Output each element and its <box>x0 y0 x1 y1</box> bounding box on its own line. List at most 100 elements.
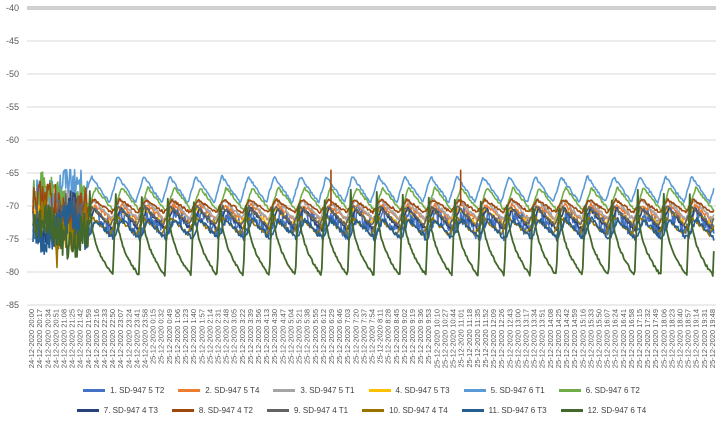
legend-label: 5. SD-947 6 T1 <box>490 386 545 395</box>
x-tick-label: 25-12-2020 7:20 <box>351 309 360 364</box>
x-tick-label: 25-12-2020 17:49 <box>651 309 660 368</box>
legend-item: 10. SD-947 4 T4 <box>362 406 448 415</box>
legend-row-2: 7. SD-947 4 T3 8. SD-947 4 T2 9. SD-947 4 … <box>0 406 723 415</box>
legend-item: 2. SD-947 5 T4 <box>178 386 259 395</box>
x-tick-label: 25-12-2020 19:31 <box>700 309 709 368</box>
x-tick-label: 24-12-2020 21:42 <box>76 309 85 368</box>
x-tick-label: 24-12-2020 22:16 <box>92 309 101 368</box>
x-tick-label: 25-12-2020 7:54 <box>368 309 377 364</box>
legend-label: 1. SD-947 5 T2 <box>110 386 165 395</box>
x-tick-label: 24-12-2020 23:41 <box>132 309 141 368</box>
legend-item: 5. SD-947 6 T1 <box>463 386 545 395</box>
legend-label: 4. SD-947 5 T3 <box>395 386 450 395</box>
x-tick-label: 25-12-2020 15:50 <box>594 309 603 368</box>
x-tick-label: 24-12-2020 21:59 <box>84 309 93 368</box>
series-line <box>32 192 715 237</box>
x-tick-label: 25-12-2020 6:12 <box>319 309 328 364</box>
x-tick-label: 25-12-2020 3:22 <box>238 309 247 364</box>
x-tick-label: 25-12-2020 11:35 <box>473 309 482 368</box>
y-axis-ticks: -40 -45 -50 -55 -60 -65 -70 -75 -80 -85 <box>6 3 19 310</box>
series-line <box>32 180 715 234</box>
x-tick-label: 25-12-2020 11:52 <box>481 309 490 368</box>
series-line <box>32 190 715 248</box>
x-tick-label: 25-12-2020 9:19 <box>408 309 417 364</box>
y-tick-label: -45 <box>6 36 19 46</box>
legend-item: 7. SD-947 4 T3 <box>76 406 158 415</box>
line-chart: -40 -45 -50 -55 -60 -65 -70 -75 -80 -85 24-12-202… <box>6 3 717 368</box>
plot-area <box>32 168 715 277</box>
x-tick-label: 25-12-2020 11:01 <box>457 309 466 368</box>
legend-swatch <box>560 409 583 412</box>
x-tick-label: 25-12-2020 16:58 <box>627 309 636 368</box>
x-tick-label: 24-12-2020 22:50 <box>108 309 117 368</box>
x-tick-label: 25-12-2020 11:18 <box>465 309 474 368</box>
x-tick-label: 25-12-2020 14:59 <box>570 309 579 368</box>
legend-item: 8. SD-947 4 T2 <box>171 406 253 415</box>
x-tick-label: 25-12-2020 0:15 <box>149 309 158 364</box>
x-tick-label: 25-12-2020 1:06 <box>173 309 182 364</box>
x-tick-label: 25-12-2020 2:14 <box>205 309 214 364</box>
x-tick-label: 25-12-2020 5:55 <box>311 309 320 364</box>
y-tick-label: -85 <box>6 300 19 310</box>
x-tick-label: 25-12-2020 14:42 <box>562 309 571 368</box>
x-tick-label: 25-12-2020 10:27 <box>440 309 449 368</box>
series-line <box>32 188 715 277</box>
y-tick-label: -65 <box>6 168 19 178</box>
x-tick-label: 24-12-2020 21:08 <box>59 309 68 368</box>
x-tick-label: 25-12-2020 7:03 <box>343 309 352 364</box>
x-tick-label: 25-12-2020 6:46 <box>335 309 344 364</box>
x-tick-label: 25-12-2020 14:08 <box>546 309 555 368</box>
x-tick-label: 24-12-2020 23:58 <box>141 309 150 368</box>
x-tick-label: 24-12-2020 20:51 <box>51 309 60 368</box>
x-tick-label: 25-12-2020 9:36 <box>416 309 425 364</box>
legend-item: 9. SD-947 4 T1 <box>267 406 348 415</box>
x-tick-label: 25-12-2020 19:48 <box>708 309 717 368</box>
y-tick-label: -55 <box>6 102 19 112</box>
legend-item: 11. SD-947 6 T3 <box>461 406 547 415</box>
legend-item: 3. SD-947 5 T1 <box>273 386 355 395</box>
x-tick-label: 25-12-2020 0:49 <box>165 309 174 364</box>
x-tick-label: 25-12-2020 17:32 <box>643 309 652 368</box>
series-line <box>32 186 715 235</box>
legend-label: 10. SD-947 4 T4 <box>389 406 448 415</box>
x-tick-label: 25-12-2020 6:29 <box>327 309 336 364</box>
x-tick-label: 24-12-2020 21:25 <box>68 309 77 368</box>
legend-label: 2. SD-947 5 T4 <box>205 386 260 395</box>
x-tick-label: 25-12-2020 4:30 <box>270 309 279 364</box>
y-tick-label: -70 <box>6 201 19 211</box>
legend-item: 6. SD-947 6 T2 <box>558 386 640 395</box>
x-tick-label: 25-12-2020 13:17 <box>522 309 531 368</box>
x-tick-label: 24-12-2020 22:33 <box>100 309 109 368</box>
y-tick-label: -40 <box>6 3 19 13</box>
x-tick-label: 25-12-2020 1:57 <box>197 309 206 364</box>
x-tick-label: 25-12-2020 7:37 <box>359 309 368 364</box>
legend-item: 4. SD-947 5 T3 <box>368 386 450 395</box>
x-tick-label: 25-12-2020 12:26 <box>497 309 506 368</box>
x-tick-label: 25-12-2020 14:25 <box>554 309 563 368</box>
legend-swatch <box>558 389 581 392</box>
x-tick-label: 25-12-2020 15:16 <box>578 309 587 368</box>
x-tick-label: 24-12-2020 23:07 <box>116 309 125 368</box>
x-tick-label: 25-12-2020 10:44 <box>449 309 458 368</box>
x-tick-label: 25-12-2020 3:39 <box>246 309 255 364</box>
y-tick-label: -80 <box>6 267 19 277</box>
x-tick-label: 25-12-2020 12:43 <box>505 309 514 368</box>
legend-label: 12. SD-947 6 T4 <box>587 406 647 415</box>
x-tick-label: 25-12-2020 12:09 <box>489 309 498 368</box>
legend-swatch <box>362 409 385 412</box>
series-line <box>32 200 715 255</box>
x-tick-label: 25-12-2020 4:47 <box>278 309 287 364</box>
legend-label: 8. SD-947 4 T2 <box>198 406 253 415</box>
x-tick-label: 25-12-2020 2:48 <box>222 309 231 364</box>
x-tick-label: 25-12-2020 16:24 <box>611 309 620 368</box>
x-tick-label: 25-12-2020 16:07 <box>603 309 612 368</box>
legend-row-1: 1. SD-947 5 T2 2. SD-947 5 T4 3. SD-947 5 … <box>0 386 723 395</box>
x-tick-label: 25-12-2020 5:21 <box>295 309 304 364</box>
x-tick-label: 25-12-2020 18:40 <box>676 309 685 368</box>
y-tick-label: -60 <box>6 135 19 145</box>
legend-swatch <box>171 409 194 412</box>
x-tick-label: 25-12-2020 17:15 <box>635 309 644 368</box>
legend-swatch <box>368 389 391 392</box>
x-tick-label: 25-12-2020 3:56 <box>254 309 263 364</box>
legend-swatch <box>76 409 99 412</box>
